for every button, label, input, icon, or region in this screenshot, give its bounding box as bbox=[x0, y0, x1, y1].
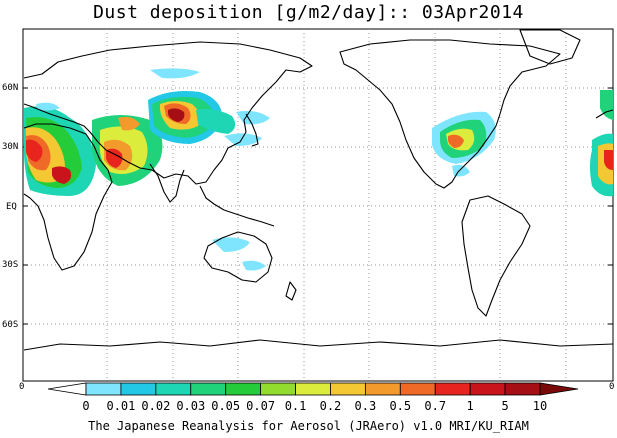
colorbar-cell bbox=[190, 382, 227, 396]
colorbar-tick-label: 0 bbox=[82, 399, 89, 413]
map-title: Dust deposition [g/m2/day]:: 03Apr2014 bbox=[93, 2, 524, 23]
colorbar-right-label: 0 bbox=[609, 382, 615, 392]
colorbar-tick-label: 0.7 bbox=[424, 399, 446, 413]
footer-credit: The Japanese Reanalysis for Aerosol (JRA… bbox=[88, 419, 529, 433]
coast-eurasia bbox=[23, 41, 313, 185]
coast-south-america bbox=[461, 195, 531, 317]
colorbar-cell bbox=[260, 382, 296, 396]
colorbar-tick-label: 0.3 bbox=[355, 399, 377, 413]
coast-north-america bbox=[339, 39, 561, 189]
colorbar-cell bbox=[399, 382, 436, 396]
colorbar-cell bbox=[155, 382, 192, 396]
colorbar-cell bbox=[504, 382, 541, 396]
colorbar-tick-label: 1 bbox=[467, 399, 474, 413]
plot-frame bbox=[22, 28, 614, 382]
colorbar-tick-label: 0.2 bbox=[320, 399, 342, 413]
lat-label-30n: 30N bbox=[2, 142, 19, 152]
colorbar-tick-label: 0.5 bbox=[389, 399, 411, 413]
colorbar-cell bbox=[225, 382, 262, 396]
colorbar-cell bbox=[120, 382, 157, 396]
colorbar-tick-label: 0.03 bbox=[176, 399, 205, 413]
dust-fields bbox=[23, 68, 613, 271]
coast-new-zealand bbox=[285, 281, 297, 301]
colorbar-tick-label: 0.1 bbox=[285, 399, 307, 413]
colorbar bbox=[47, 382, 579, 396]
colorbar-cell bbox=[434, 382, 471, 396]
lat-label-30s: 30S bbox=[2, 260, 19, 270]
coast-antarctica bbox=[23, 339, 614, 351]
colorbar-cell bbox=[295, 382, 331, 396]
colorbar-labels: 0 0.01 0.02 0.03 0.05 0.07 0.1 0.2 0.3 0.5 0.7 1 5 10 bbox=[82, 399, 547, 413]
dust-field-australia bbox=[212, 237, 250, 252]
coast-iberia bbox=[595, 109, 614, 119]
colorbar-tick-label: 5 bbox=[501, 399, 508, 413]
colorbar-cell bbox=[469, 382, 506, 396]
dust-core-arabia bbox=[106, 148, 123, 168]
colorbar-tick-label: 0.05 bbox=[211, 399, 240, 413]
colorbar-arrow-low bbox=[47, 382, 87, 396]
colorbar-tick-label: 0.02 bbox=[141, 399, 170, 413]
colorbar-arrow-high bbox=[539, 382, 579, 396]
dust-core-north-america bbox=[448, 134, 464, 148]
dust-core-central-asia bbox=[168, 108, 185, 122]
coast-australia bbox=[203, 231, 273, 283]
colorbar-tick-label: 10 bbox=[533, 399, 547, 413]
coastlines bbox=[23, 29, 614, 351]
colorbar-left-label: 0 bbox=[19, 382, 25, 392]
colorbar-cell bbox=[330, 382, 366, 396]
coast-africa bbox=[23, 123, 113, 271]
lat-label-60s: 60S bbox=[2, 320, 19, 330]
coast-india bbox=[149, 163, 185, 203]
colorbar-cell bbox=[85, 382, 122, 396]
dust-core-sahara bbox=[26, 139, 43, 162]
coast-se-asia bbox=[199, 185, 275, 227]
colorbar-tick-label: 0.01 bbox=[106, 399, 135, 413]
coast-japan bbox=[245, 113, 259, 147]
lat-label-eq: EQ bbox=[6, 202, 17, 212]
lat-label-60n: 60N bbox=[2, 83, 19, 93]
colorbar-cell bbox=[364, 382, 401, 396]
coast-greenland bbox=[519, 29, 581, 65]
graticule bbox=[23, 29, 613, 381]
colorbar-tick-label: 0.07 bbox=[246, 399, 275, 413]
